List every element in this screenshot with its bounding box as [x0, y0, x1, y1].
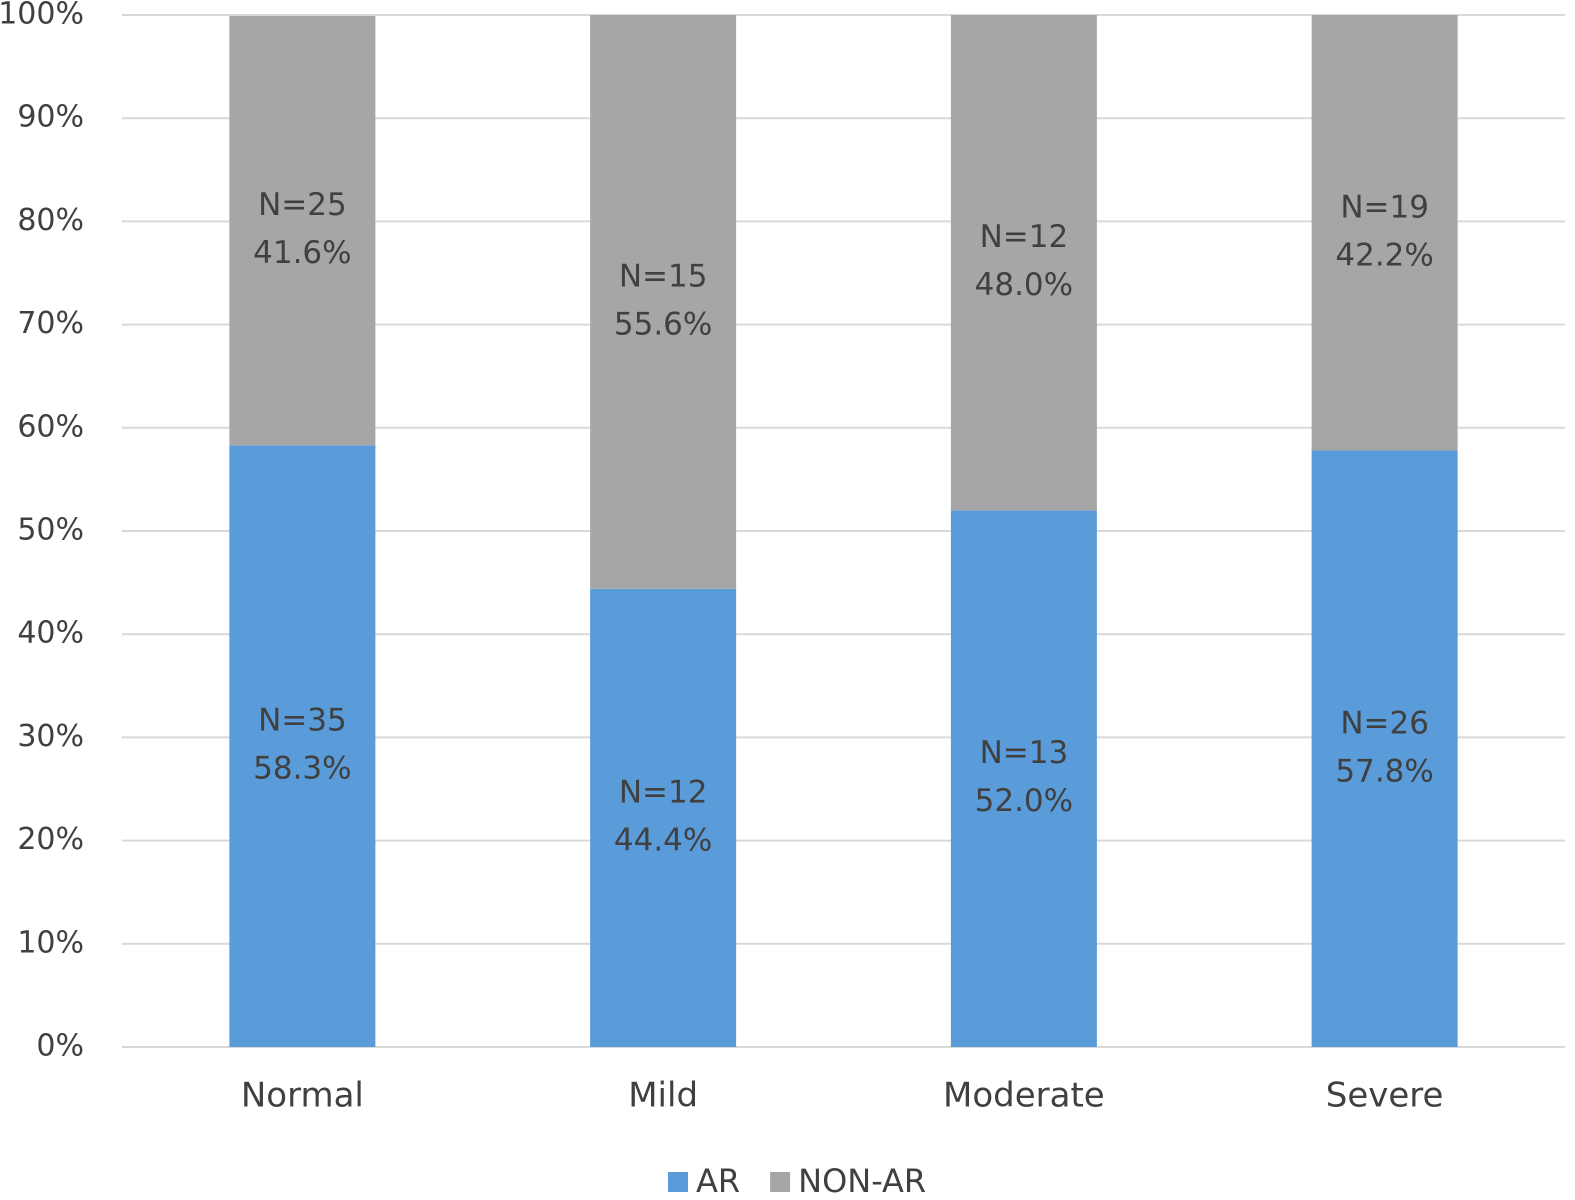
x-tick-label: Moderate [943, 1076, 1105, 1116]
bar-segment [950, 15, 1097, 511]
y-tick-label: 90% [17, 100, 84, 135]
y-tick-label: 70% [17, 306, 84, 341]
legend-swatch [668, 1172, 688, 1192]
count-label: N=12 [980, 219, 1069, 255]
bar-segment [229, 445, 376, 1047]
value-label: 52.0% [975, 783, 1073, 819]
value-label: 55.6% [614, 306, 712, 342]
value-label: 57.8% [1335, 753, 1433, 789]
y-tick-label: 40% [17, 616, 84, 651]
y-tick-label: 20% [17, 822, 84, 857]
count-label: N=13 [980, 735, 1069, 771]
legend-label: AR [696, 1162, 740, 1200]
legend-swatch [770, 1172, 791, 1192]
bar-segment [590, 15, 737, 589]
x-tick-label: Mild [628, 1076, 698, 1116]
count-label: N=19 [1340, 189, 1429, 225]
count-label: N=26 [1340, 705, 1429, 741]
bar-segment [1311, 450, 1458, 1047]
y-tick-label: 10% [17, 925, 84, 960]
count-label: N=35 [258, 703, 347, 739]
count-label: N=15 [619, 258, 708, 294]
bar-segment [950, 510, 1097, 1047]
value-label: 48.0% [975, 267, 1073, 303]
bar-segment [1311, 15, 1458, 451]
y-tick-label: 0% [36, 1029, 84, 1064]
legend-label: NON-AR [798, 1162, 926, 1200]
y-tick-label: 30% [17, 719, 84, 754]
y-tick-label: 100% [0, 0, 84, 32]
value-label: 44.4% [614, 822, 712, 858]
y-tick-label: 60% [17, 409, 84, 444]
value-label: 42.2% [1335, 237, 1433, 273]
count-label: N=12 [619, 774, 708, 810]
count-label: N=25 [258, 187, 347, 223]
bar-segment [590, 588, 737, 1047]
bar-segment [229, 16, 376, 446]
value-label: 58.3% [253, 751, 351, 787]
x-tick-label: Severe [1326, 1076, 1444, 1116]
x-tick-label: Normal [241, 1076, 364, 1116]
value-label: 41.6% [253, 235, 351, 271]
y-tick-label: 80% [17, 203, 84, 238]
y-tick-label: 50% [17, 513, 84, 548]
